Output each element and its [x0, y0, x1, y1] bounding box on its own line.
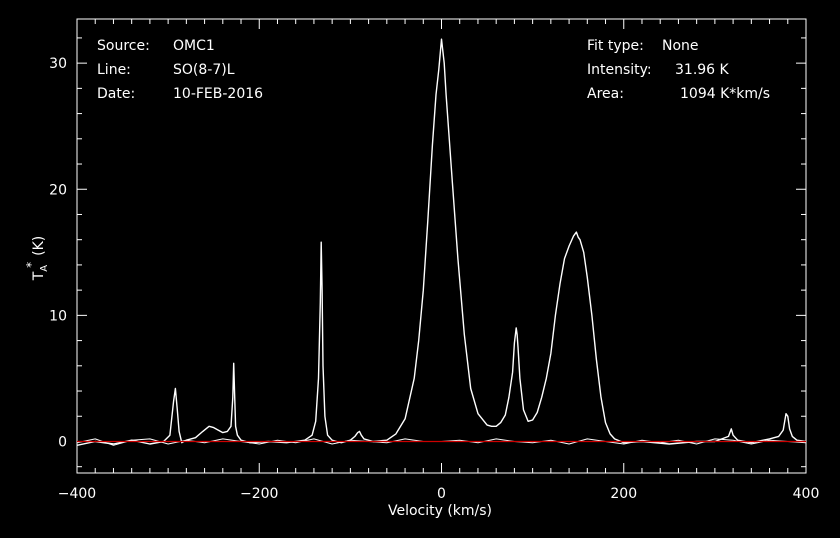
x-tick-label: 200 — [610, 486, 637, 502]
line-key: Line: — [97, 62, 131, 78]
source-value: OMC1 — [173, 38, 215, 54]
y-axis-label: TA* (K) — [24, 236, 50, 282]
date-key: Date: — [97, 86, 135, 102]
y-axis-label-unit: (K) — [31, 236, 47, 256]
area-key: Area: — [587, 86, 624, 102]
spectrum-line — [76, 38, 807, 446]
x-tick-label: −200 — [240, 486, 278, 502]
intensity-key: Intensity: — [587, 62, 652, 78]
date-value: 10-FEB-2016 — [173, 86, 263, 102]
y-axis-label-main: T — [31, 271, 47, 281]
area-value: 1094 K*km/s — [680, 86, 770, 102]
y-tick-label: 20 — [49, 182, 67, 198]
y-tick-label: 0 — [58, 434, 67, 450]
axis-ticks: −400 −200 0 200 400 0 10 20 30 — [49, 19, 819, 502]
x-tick-label: −400 — [58, 486, 96, 502]
svg-text:TA*(K): TA* (K) — [24, 236, 50, 282]
source-key: Source: — [97, 38, 150, 54]
line-value: SO(8-7)L — [173, 62, 235, 78]
y-tick-label: 30 — [49, 56, 67, 72]
fit-type-value: None — [662, 38, 699, 54]
info-left: Source: OMC1 Line: SO(8-7)L Date: 10-FEB… — [97, 38, 263, 102]
intensity-value: 31.96 K — [675, 62, 730, 78]
y-axis-label-sup: * — [24, 262, 38, 268]
x-tick-label: 400 — [793, 486, 820, 502]
y-axis-label-sub: A — [39, 265, 50, 272]
fit-type-key: Fit type: — [587, 38, 644, 54]
x-tick-label: 0 — [437, 486, 446, 502]
info-right: Fit type: None Intensity: 31.96 K Area: … — [587, 38, 770, 102]
x-axis-label: Velocity (km/s) — [388, 503, 492, 519]
y-tick-label: 10 — [49, 308, 67, 324]
